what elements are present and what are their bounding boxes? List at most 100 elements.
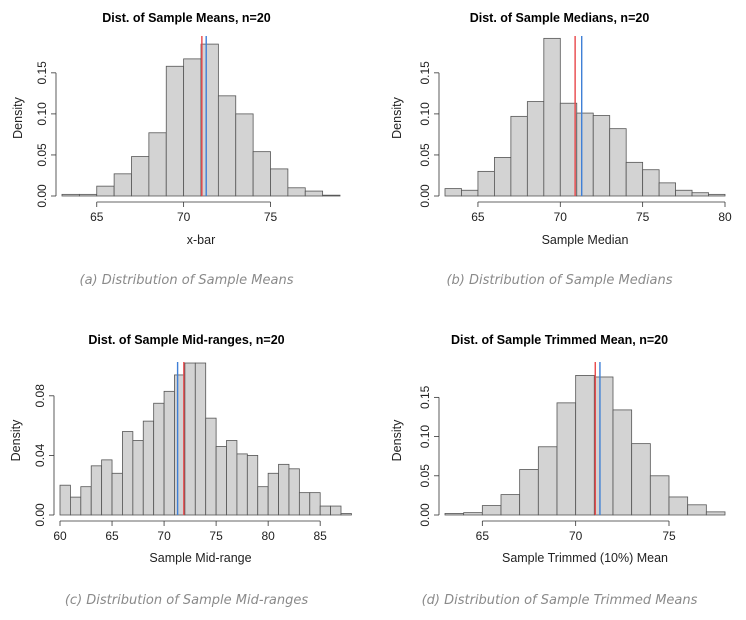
histogram-bar bbox=[631, 443, 651, 516]
histogram-bar bbox=[481, 505, 502, 516]
histogram-bar bbox=[153, 402, 165, 516]
histogram-bar bbox=[78, 193, 98, 197]
chart-panel-midranges: Dist. of Sample Mid-ranges, n=20 60 65 70 75… bbox=[0, 310, 373, 620]
histogram-bar bbox=[184, 362, 196, 516]
histogram-bar bbox=[165, 65, 185, 197]
histogram-bar bbox=[559, 102, 578, 197]
y-axis-label: Density bbox=[390, 419, 404, 461]
histogram-bar bbox=[444, 513, 465, 516]
x-axis-label: x-bar bbox=[187, 233, 215, 247]
histogram-bar bbox=[61, 193, 80, 197]
x-tick-label: 65 bbox=[476, 529, 490, 543]
histogram-bar bbox=[649, 475, 670, 516]
histogram-bar bbox=[183, 58, 202, 197]
histogram-bar bbox=[278, 463, 290, 516]
histogram-bar bbox=[322, 194, 341, 197]
chart-panel-trimmed: Dist. of Sample Trimmed Mean, n=20 65 70 75… bbox=[373, 310, 746, 620]
histogram-bar bbox=[226, 440, 238, 516]
x-tick-label: 75 bbox=[662, 529, 676, 543]
histogram-bar bbox=[298, 492, 311, 516]
histogram-bar bbox=[642, 169, 660, 197]
histogram-bar bbox=[267, 472, 279, 516]
histogram-bar bbox=[142, 420, 155, 516]
histogram-bar bbox=[215, 446, 227, 516]
x-tick-label: 65 bbox=[105, 529, 119, 543]
histogram-bar bbox=[537, 446, 558, 516]
y-tick-label: 0.10 bbox=[418, 425, 432, 449]
x-tick-label: 70 bbox=[569, 529, 583, 543]
histogram-bar bbox=[287, 187, 306, 197]
chart-title: Dist. of Sample Mid-ranges, n=20 bbox=[88, 333, 284, 347]
histogram-bar bbox=[113, 173, 132, 197]
histogram-bar bbox=[609, 128, 627, 197]
y-axis-label: Density bbox=[11, 96, 25, 138]
y-tick-label: 0.05 bbox=[418, 464, 432, 488]
y-tick-label: 0.00 bbox=[418, 503, 432, 527]
histogram-bar bbox=[510, 115, 528, 197]
histogram-bar bbox=[80, 486, 92, 516]
histogram-bar bbox=[235, 113, 254, 197]
histogram-bar bbox=[668, 496, 689, 516]
caption-medians: (b) Distribution of Sample Medians bbox=[446, 273, 673, 288]
y-tick-label: 0.00 bbox=[418, 184, 432, 208]
histogram-bar bbox=[257, 486, 269, 516]
histogram-bar bbox=[687, 504, 707, 516]
histogram-bar bbox=[148, 132, 167, 197]
histogram-bar bbox=[304, 190, 324, 197]
y-tick-label: 0.00 bbox=[33, 503, 47, 527]
histogram-bar bbox=[461, 189, 479, 197]
histogram-bar bbox=[463, 512, 483, 516]
histogram-bar bbox=[59, 484, 71, 516]
histogram-bar bbox=[217, 95, 237, 197]
y-tick-label: 0.15 bbox=[418, 385, 432, 409]
histogram-bar bbox=[101, 459, 113, 516]
caption-means: (a) Distribution of Sample Means bbox=[79, 273, 294, 288]
histogram-bar bbox=[500, 494, 521, 516]
y-tick-label: 0.10 bbox=[35, 102, 49, 126]
histogram-bar bbox=[236, 453, 248, 516]
x-tick-label: 70 bbox=[177, 210, 191, 224]
x-tick-label: 80 bbox=[261, 529, 275, 543]
y-tick-label: 0.08 bbox=[33, 384, 47, 408]
histogram-bar bbox=[132, 440, 144, 516]
histogram-bar bbox=[477, 170, 495, 197]
x-tick-label: 85 bbox=[314, 529, 328, 543]
histogram-bar bbox=[556, 402, 577, 516]
y-axis-label: Density bbox=[390, 96, 404, 138]
histogram-bar bbox=[576, 112, 594, 197]
chart-title: Dist. of Sample Trimmed Mean, n=20 bbox=[451, 333, 668, 347]
histogram-bar bbox=[675, 189, 693, 197]
histogram-bar bbox=[658, 182, 676, 197]
x-tick-label: 75 bbox=[636, 210, 650, 224]
chart-panel-medians: Dist. of Sample Medians, n=20 65 70 75 80 0.0… bbox=[373, 0, 746, 310]
histogram-bar bbox=[122, 431, 134, 516]
x-tick-label: 70 bbox=[157, 529, 171, 543]
histogram-bar bbox=[526, 101, 545, 197]
histogram-bar bbox=[309, 492, 321, 516]
chart-panel-means: Dist. of Sample Means, n=20 65 70 75 0.00 0.0… bbox=[0, 0, 373, 310]
chart-svg-trimmed: Dist. of Sample Trimmed Mean, n=20 65 70 75… bbox=[390, 333, 726, 565]
x-tick-label: 70 bbox=[554, 210, 568, 224]
histogram-bar bbox=[96, 185, 115, 197]
y-tick-label: 0.05 bbox=[35, 143, 49, 167]
histogram-bar bbox=[519, 469, 539, 516]
chart-svg-medians: Dist. of Sample Medians, n=20 65 70 75 80 0.0… bbox=[390, 11, 732, 247]
histogram-bar bbox=[612, 409, 633, 516]
histogram-bar bbox=[111, 472, 123, 516]
histogram-bar bbox=[494, 157, 512, 197]
y-tick-label: 0.04 bbox=[33, 443, 47, 467]
histogram-bar bbox=[246, 454, 259, 516]
chart-svg-means: Dist. of Sample Means, n=20 65 70 75 0.00 0.0… bbox=[11, 11, 341, 247]
histogram-bar bbox=[200, 43, 219, 197]
caption-midranges: (c) Distribution of Sample Mid-ranges bbox=[64, 593, 309, 608]
x-axis-label: Sample Trimmed (10%) Mean bbox=[502, 551, 668, 565]
y-tick-label: 0.00 bbox=[35, 184, 49, 208]
histogram-bar bbox=[593, 376, 614, 516]
chart-title: Dist. of Sample Medians, n=20 bbox=[470, 11, 650, 25]
histogram-bar bbox=[252, 151, 271, 197]
histogram-bar bbox=[444, 188, 462, 197]
histogram-bar bbox=[288, 468, 300, 516]
y-axis-label: Density bbox=[9, 419, 23, 461]
x-tick-label: 75 bbox=[209, 529, 223, 543]
histogram-bar bbox=[270, 168, 289, 197]
